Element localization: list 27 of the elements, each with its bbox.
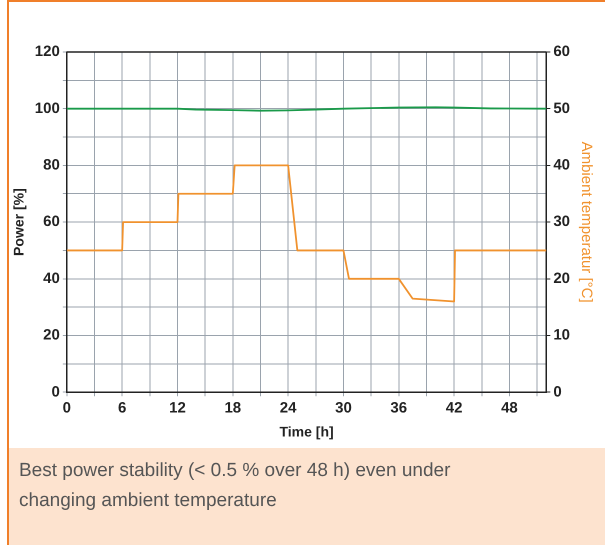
x-axis-title: Time [h]	[279, 423, 334, 440]
y-tick-label: 80	[43, 156, 60, 174]
x-tick-label: 24	[280, 399, 298, 416]
y-axis-title: Power [%]	[10, 188, 26, 256]
y2-tick-label: 10	[553, 326, 570, 344]
x-tick-label: 48	[501, 399, 518, 416]
y-tick-label: 0	[51, 383, 60, 400]
x-tick-label: 42	[446, 399, 462, 416]
y-tick-label: 20	[43, 326, 60, 344]
x-tick-label: 36	[390, 399, 408, 416]
y-tick-label: 40	[43, 270, 60, 287]
y2-tick-label: 0	[553, 383, 562, 400]
x-tick-label: 18	[224, 399, 242, 416]
y-tick-label: 60	[43, 213, 60, 230]
text: Best power stability (< 0.5 % over 48 h) even under changing ambient temperature	[9, 448, 605, 545]
y2-tick-label: 20	[553, 270, 570, 287]
y2-tick-label: 30	[553, 213, 570, 230]
x-tick-label: 6	[118, 399, 126, 416]
x-tick-label: 12	[169, 399, 186, 416]
y2-tick-label: 50	[553, 100, 570, 117]
y-tick-label: 120	[34, 43, 60, 60]
y2-axis-title: Ambient temperatur [°C]	[578, 142, 595, 303]
y2-tick-label: 40	[553, 156, 570, 174]
y-tick-label: 100	[34, 100, 60, 117]
y2-tick-label: 60	[553, 43, 570, 60]
x-tick-label: 0	[62, 399, 71, 416]
x-tick-label: 30	[335, 399, 352, 416]
